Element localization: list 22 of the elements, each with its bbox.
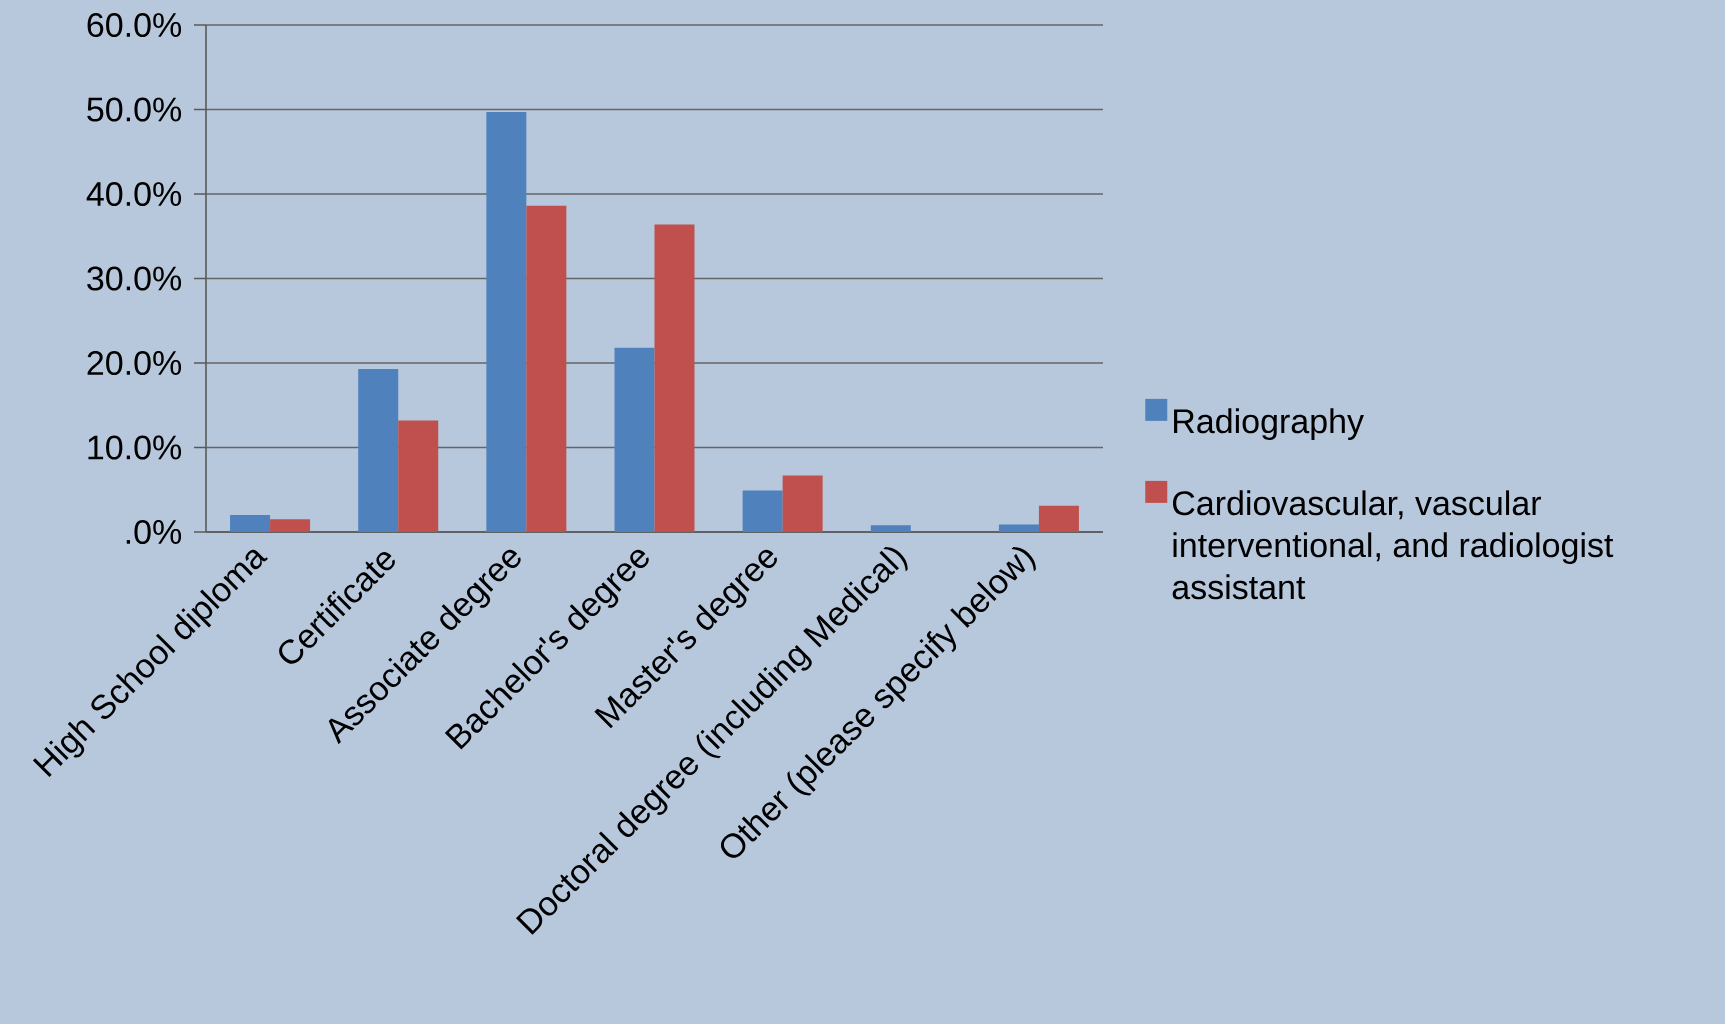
- bar: [614, 347, 655, 532]
- bar: [398, 420, 439, 532]
- bar: [230, 515, 271, 532]
- bar: [870, 525, 911, 532]
- y-tick-label: 60.0%: [87, 12, 182, 38]
- bar: [742, 490, 783, 532]
- y-tick-label: 30.0%: [87, 266, 182, 291]
- legend-label: Cardiovascular, vascular interventional, and radiologist assistant: [1172, 490, 1614, 600]
- bar: [486, 112, 527, 532]
- y-tick-label: 40.0%: [86, 181, 182, 207]
- bar: [1038, 505, 1079, 532]
- bar: [270, 519, 311, 532]
- bar: [526, 205, 567, 532]
- y-tick-label: 50.0%: [87, 97, 182, 122]
- y-tick-label: 10.0%: [88, 435, 182, 460]
- bar: [782, 475, 823, 532]
- y-tick-label: .0%: [126, 519, 182, 545]
- y-tick-label: 20.0%: [87, 350, 182, 376]
- legend-label: Radiography: [1174, 408, 1364, 441]
- bar: [654, 224, 695, 532]
- bar: [358, 368, 399, 532]
- bar: [998, 524, 1039, 532]
